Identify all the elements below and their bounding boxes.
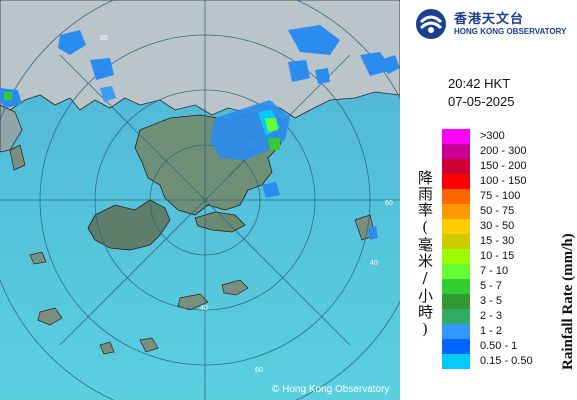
rain-echo [268,138,280,150]
legend-swatch [442,339,470,354]
island [29,251,47,265]
legend-label: 10 - 15 [480,250,515,262]
legend-swatch [442,234,470,249]
legend-color-scale [442,129,470,369]
legend-label: 2 - 3 [480,310,503,322]
legend-label: 1 - 2 [480,325,503,337]
legend-swatch [442,354,470,369]
legend-label: 7 - 10 [480,265,509,277]
island [37,307,63,326]
radar-map-svg: 20 40 60 60 40 60 [0,0,400,400]
logo-english-text: HONG KONG OBSERVATORY [454,27,567,36]
range-label: 40 [200,305,208,312]
legend-label: 3 - 5 [480,295,503,307]
rain-echo [265,118,278,132]
range-label: 60 [255,367,263,374]
mainland-west [0,104,23,153]
rain-echo [100,86,116,102]
legend-swatch [442,294,470,309]
rain-echo [360,52,392,76]
legend-label: >300 [480,130,505,142]
legend-title-english: Rainfall Rate (mm/h) [560,233,576,370]
legend-label: 0.15 - 0.50 [480,355,533,367]
lantau-island [87,199,171,251]
legend-swatch [442,309,470,324]
rain-echo [262,182,280,198]
legend-label: 100 - 150 [480,175,527,187]
legend-swatch [442,204,470,219]
legend-labels: >300 200 - 300 150 - 200 100 - 150 75 - 100 5… [480,129,560,369]
legend-swatch [442,189,470,204]
legend-swatch [442,279,470,294]
legend-label: 50 - 75 [480,205,515,217]
island [139,337,159,353]
range-label: 60 [385,200,393,207]
island [9,144,26,171]
rain-echo [288,60,310,82]
hko-logo-icon [416,9,446,39]
legend-label: 0.50 - 1 [480,340,518,352]
range-rings [0,0,400,400]
legend-swatch [442,174,470,189]
legend-label: 5 - 7 [480,280,503,292]
legend-swatch [442,144,470,159]
legend-title-chinese: 降雨率(毫米/小時) [416,170,434,339]
legend-swatch [442,159,470,174]
island [99,341,115,355]
rain-echo [380,55,400,74]
hko-logo: 香港天文台 HONG KONG OBSERVATORY [414,8,574,40]
rain-echo [58,30,86,55]
rain-echo [315,68,330,84]
legend-swatch [442,129,470,144]
rain-echoes [0,25,400,240]
island [177,293,209,311]
legend-swatch [442,324,470,339]
copyright-notice: © Hong Kong Observatory [272,384,390,395]
rain-echo [4,92,12,100]
legend-panel: 香港天文台 HONG KONG OBSERVATORY 20:42 HKT 07… [400,0,577,400]
logo-chinese-text: 香港天文台 [454,12,525,27]
legend-label: 15 - 30 [480,235,515,247]
legend-swatch [442,264,470,279]
radar-map: 20 40 60 60 40 60 © Hong Kong Ob [0,0,400,400]
legend-swatch [442,219,470,234]
legend-label: 200 - 300 [480,145,527,157]
rain-echo [368,226,378,240]
legend-label: 150 - 200 [480,160,527,172]
rain-echo [90,58,114,80]
legend-label: 75 - 100 [480,190,521,202]
island [221,279,249,296]
legend-swatch [442,249,470,264]
range-label: 60 [100,35,108,42]
rain-echo [288,25,340,55]
range-label: 40 [370,260,378,267]
timestamp-date: 07-05-2025 [448,94,515,109]
timestamp-time: 20:42 HKT [448,76,511,91]
legend-label: 30 - 50 [480,220,515,232]
